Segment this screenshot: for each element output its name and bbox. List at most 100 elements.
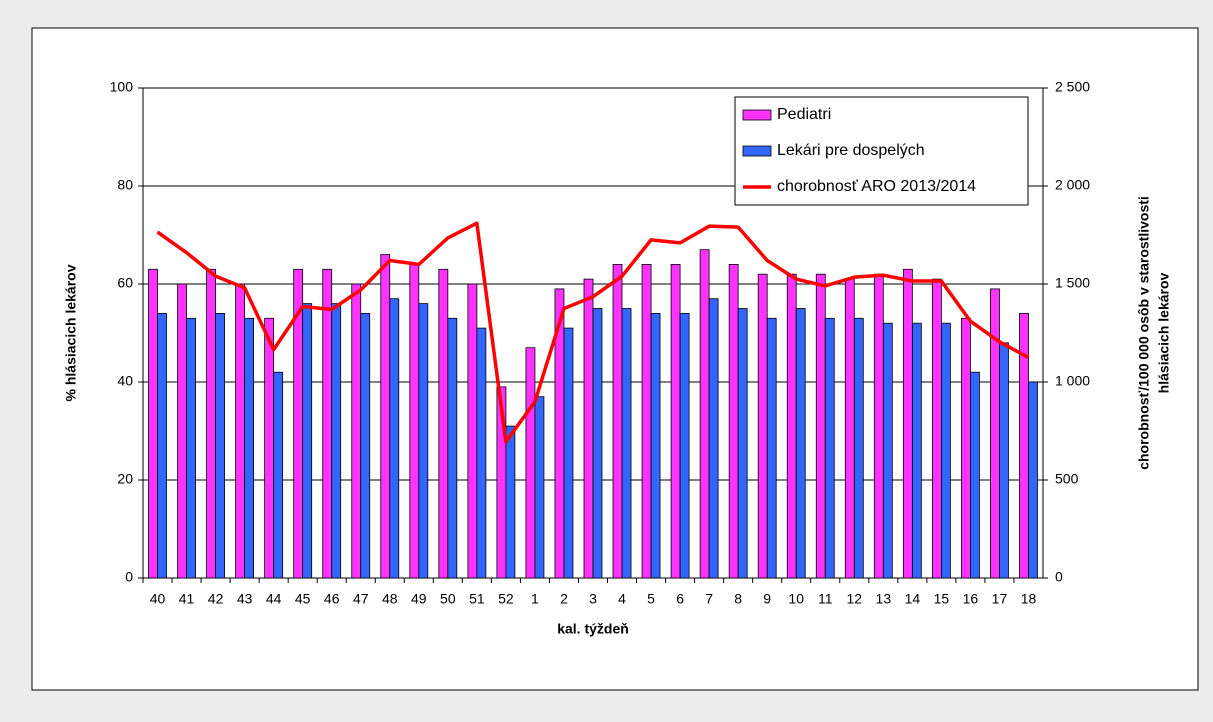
bar (331, 303, 342, 579)
legend-label: Pediatri (777, 106, 831, 123)
bar (186, 317, 196, 579)
x-tick-label: 14 (905, 591, 921, 607)
bar (970, 371, 980, 579)
bar (990, 288, 1000, 579)
legend (734, 96, 1029, 206)
bar (505, 425, 516, 579)
x-tick-label: 3 (589, 591, 597, 607)
x-tick-label: 44 (266, 591, 282, 607)
bar (235, 283, 246, 579)
x-tick-label: 8 (734, 591, 742, 607)
legend-swatch (742, 145, 772, 157)
bar (525, 347, 536, 579)
bar (467, 283, 478, 579)
bar (351, 283, 362, 579)
bar (931, 278, 942, 579)
x-tick-label: 18 (1021, 591, 1037, 607)
y2-tick-label: 500 (1055, 471, 1079, 487)
bar (766, 317, 777, 579)
y-tick-label: 60 (117, 275, 133, 291)
bar (699, 249, 710, 579)
bar (273, 371, 284, 579)
bar (322, 268, 333, 579)
bar (563, 327, 574, 579)
x-tick-label: 1 (531, 591, 539, 607)
bar (244, 317, 255, 579)
bar (592, 308, 603, 579)
bar (621, 308, 632, 579)
bar (157, 312, 167, 579)
y2-tick-label: 0 (1055, 569, 1063, 585)
y-tick-label: 100 (110, 79, 134, 95)
bar (389, 298, 400, 579)
x-tick-label: 7 (705, 591, 713, 607)
x-tick-label: 46 (324, 591, 340, 607)
bar (1028, 381, 1038, 579)
x-tick-label: 42 (208, 591, 224, 607)
y2-tick-label: 1 000 (1055, 373, 1090, 389)
bar (737, 308, 748, 579)
y2-tick-label: 2 500 (1055, 79, 1090, 95)
y-tick-label: 0 (125, 569, 133, 585)
bar (670, 263, 681, 579)
bar (679, 312, 690, 579)
x-tick-label: 12 (847, 591, 863, 607)
bar (961, 317, 971, 579)
legend-label: Lekári pre dospelých (777, 142, 925, 159)
x-tick-label: 45 (295, 591, 311, 607)
x-tick-label: 4 (618, 591, 626, 607)
bar (409, 263, 420, 579)
bar (302, 303, 313, 579)
bar (360, 312, 371, 579)
x-tick-label: 50 (440, 591, 456, 607)
y-tick-label: 40 (117, 373, 133, 389)
x-tick-label: 5 (647, 591, 655, 607)
bar (882, 322, 893, 579)
bar (264, 317, 275, 579)
x-tick-label: 52 (498, 591, 514, 607)
bar (815, 273, 826, 579)
bar (911, 322, 922, 579)
bar (447, 317, 458, 579)
bar (418, 303, 429, 579)
bar (902, 268, 913, 579)
x-tick-label: 49 (411, 591, 427, 607)
bar (795, 308, 806, 579)
x-tick-label: 48 (382, 591, 398, 607)
bar (650, 312, 661, 579)
y2-tick-label: 1 500 (1055, 275, 1090, 291)
bar (853, 317, 864, 579)
x-tick-label: 16 (963, 591, 979, 607)
x-tick-label: 40 (150, 591, 166, 607)
bar (873, 273, 884, 579)
x-tick-label: 2 (560, 591, 568, 607)
bar (476, 327, 487, 579)
y2-tick-label: 2 000 (1055, 177, 1090, 193)
bar (206, 268, 216, 579)
bar (728, 263, 739, 579)
x-tick-label: 43 (237, 591, 253, 607)
x-tick-label: 9 (763, 591, 771, 607)
bar (708, 298, 719, 579)
legend-label: chorobnosť ARO 2013/2014 (777, 178, 976, 195)
bar (215, 312, 225, 579)
y2-axis-label: hlásiacich lekárov (1156, 272, 1172, 393)
bar (824, 317, 835, 579)
bar (940, 322, 951, 579)
line (156, 221, 1030, 444)
bar (177, 283, 187, 579)
legend-swatch (742, 109, 772, 121)
x-tick-label: 10 (788, 591, 804, 607)
bar (844, 278, 855, 579)
y-tick-label: 80 (117, 177, 133, 193)
bar (534, 396, 545, 579)
x-tick-label: 13 (876, 591, 892, 607)
x-tick-label: 47 (353, 591, 369, 607)
bar (999, 342, 1009, 579)
x-tick-label: 41 (179, 591, 195, 607)
y2-axis-label: chorobnosť/100 000 osôb v starostlivosti (1136, 196, 1152, 470)
bar (583, 278, 594, 579)
x-tick-label: 51 (469, 591, 485, 607)
